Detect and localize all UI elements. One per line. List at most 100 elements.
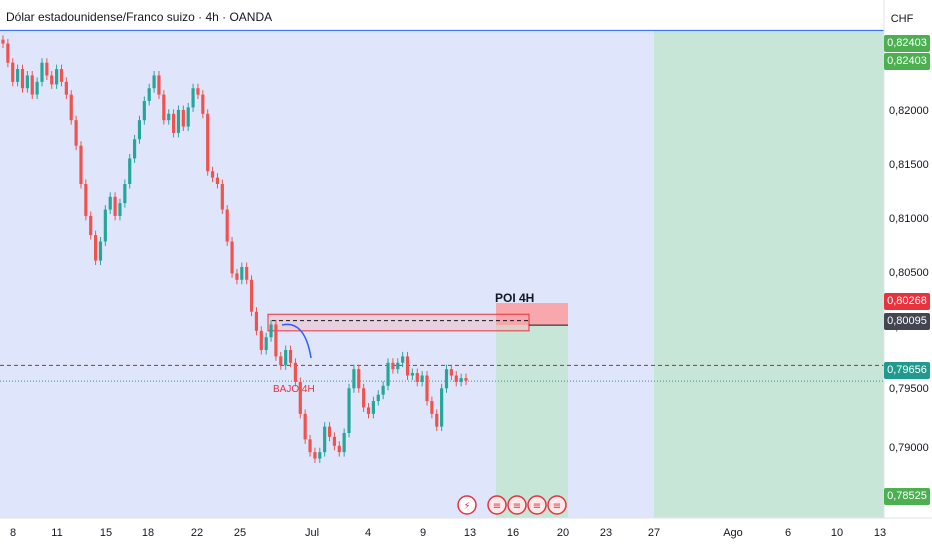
candle-body: [103, 209, 107, 242]
time-axis-label: 13: [463, 527, 477, 539]
candle-body: [259, 330, 263, 350]
event-icons: ⚡ ≡ ≡ ≡ ≡: [457, 495, 567, 515]
us-flag-event-icon[interactable]: [507, 495, 527, 515]
candle-body: [391, 362, 395, 370]
candle-body: [435, 413, 439, 427]
candle-body: [157, 75, 161, 95]
candle-body: [347, 388, 351, 433]
candle-body: [225, 209, 229, 242]
candle-body: [357, 369, 361, 389]
price-tag: 0,79656: [884, 362, 930, 379]
candle-body: [376, 394, 380, 402]
price-axis-label: 0,79000: [889, 442, 929, 454]
time-axis-label: 15: [99, 527, 113, 539]
price-tag: 0,80268: [884, 293, 930, 310]
candle-body: [323, 426, 327, 453]
candle-body: [245, 267, 249, 280]
time-axis-label: 9: [419, 527, 427, 539]
candle-body: [366, 407, 371, 414]
time-axis-label: Jul: [304, 527, 320, 539]
candle-body: [162, 94, 166, 121]
candle-body: [181, 109, 185, 127]
candle-body: [74, 120, 78, 146]
chart-title: Dólar estadounidense/Franco suizo · 4h ·…: [6, 10, 273, 24]
candle-body: [454, 375, 458, 382]
time-axis-label: 23: [599, 527, 613, 539]
candle-body: [274, 324, 278, 357]
candle-body: [147, 88, 151, 101]
time-axis-label: 25: [233, 527, 247, 539]
lightning-event-icon[interactable]: [457, 495, 477, 515]
candle-body: [220, 184, 224, 210]
lightning-icon: ⚡: [463, 501, 470, 512]
candle-body: [89, 215, 93, 236]
time-axis-label: 10: [830, 527, 844, 539]
candle-body: [425, 375, 429, 402]
candle-body: [11, 62, 15, 82]
candle-body: [430, 401, 434, 414]
price-tag: 0,78525: [884, 488, 930, 505]
candle-body: [6, 43, 10, 63]
candle-body: [464, 378, 468, 381]
us-flag-event-icon[interactable]: [547, 495, 567, 515]
candle-body: [444, 369, 449, 389]
candle-body: [249, 279, 254, 312]
candle-body: [240, 267, 244, 280]
low-label: BAJO 4H: [273, 384, 315, 395]
candle-body: [118, 203, 122, 216]
candle-body: [449, 369, 453, 376]
price-axis-label: 0,82000: [889, 105, 929, 117]
candle-body: [279, 356, 283, 366]
price-axis-label: 0,80500: [889, 267, 929, 279]
candle-body: [284, 350, 288, 366]
candle-body: [371, 401, 375, 414]
flag-icon: ≡: [493, 501, 501, 512]
candle-body: [186, 107, 190, 127]
price-tag: 0,80095: [884, 313, 930, 330]
candle-body: [303, 413, 307, 440]
time-axis-label: 22: [190, 527, 204, 539]
candle-body: [137, 120, 142, 140]
candle-body: [410, 372, 414, 376]
candle-body: [215, 177, 220, 184]
target-zone-long: [654, 30, 884, 518]
time-axis-label: 8: [9, 527, 17, 539]
candle-body: [25, 75, 29, 89]
candle-body: [269, 324, 273, 338]
candle-body: [254, 311, 259, 331]
flag-icon: ≡: [533, 501, 541, 512]
candle-body: [235, 273, 239, 280]
candle-body: [35, 81, 39, 95]
candle-body: [206, 113, 210, 172]
candle-body: [30, 75, 34, 95]
time-axis-label: 20: [556, 527, 570, 539]
candle-body: [59, 69, 64, 82]
candle-body: [113, 196, 117, 216]
price-axis-label: 0,79500: [889, 383, 929, 395]
currency-button[interactable]: CHF: [890, 13, 914, 25]
time-axis-label: 27: [647, 527, 661, 539]
us-flag-event-icon[interactable]: [527, 495, 547, 515]
us-flag-event-icon[interactable]: [487, 495, 507, 515]
poi-label: POI 4H: [495, 291, 535, 305]
candle-body: [152, 75, 156, 89]
price-tag: 0,82403: [884, 35, 930, 52]
poi-zone-box: [267, 313, 530, 332]
candle-body: [327, 426, 332, 437]
candle-body: [288, 350, 293, 363]
candle-body: [381, 385, 385, 395]
candle-body: [362, 388, 366, 408]
candle-body: [128, 158, 132, 184]
candle-body: [123, 184, 127, 204]
candle-body: [79, 145, 83, 184]
candle-body: [167, 113, 171, 121]
candle-body: [210, 171, 215, 178]
time-axis-label: 16: [506, 527, 520, 539]
flag-icon: ≡: [513, 501, 521, 512]
candle-body: [230, 241, 234, 274]
time-axis-label: 11: [51, 527, 63, 539]
target-zone-short: [496, 325, 568, 518]
candle-body: [40, 62, 44, 82]
